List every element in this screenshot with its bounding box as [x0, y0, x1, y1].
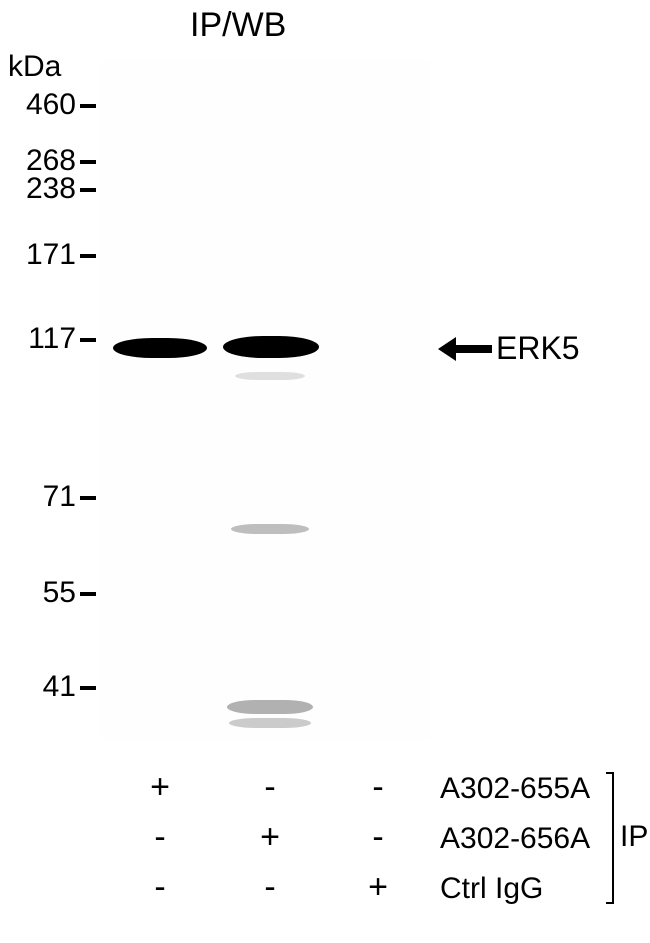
arrow-left-icon: [438, 337, 456, 361]
ip-bracket: [606, 772, 614, 904]
mw-label: 238: [26, 172, 76, 206]
band-erk5-lane2: [223, 336, 319, 358]
mw-label: 117: [28, 322, 76, 356]
mw-label: 71: [43, 480, 76, 514]
mw-label: 41: [43, 670, 76, 704]
antibody-label: A302-656A: [440, 822, 590, 856]
target-arrow: ERK5: [438, 330, 580, 367]
mw-label: 171: [26, 238, 76, 272]
mw-label: 460: [26, 88, 76, 122]
mw-tick: [80, 104, 96, 108]
mw-tick: [80, 686, 96, 690]
blot-membrane: [100, 60, 430, 740]
figure-title: IP/WB: [190, 6, 286, 45]
antibody-label: A302-655A: [440, 772, 590, 806]
lane-symbol: +: [144, 768, 176, 807]
mw-tick: [80, 592, 96, 596]
mw-label: 55: [43, 576, 76, 610]
target-protein-label: ERK5: [496, 330, 580, 367]
band-erk5-lane1: [113, 338, 207, 358]
figure-container: IP/WB kDa 460 268 238 171 117 71 55 41 E…: [0, 0, 650, 943]
lane-symbol: -: [362, 818, 394, 857]
mw-tick: [80, 338, 96, 342]
lane-symbol: -: [362, 768, 394, 807]
band-faint: [235, 372, 305, 380]
lane-symbol: -: [144, 868, 176, 907]
lane-symbol: -: [254, 868, 286, 907]
band-faint: [227, 700, 313, 714]
lane-symbol: -: [144, 818, 176, 857]
band-faint: [229, 718, 311, 728]
kda-unit-label: kDa: [8, 50, 61, 84]
band-faint: [231, 524, 309, 534]
arrow-shaft: [456, 345, 492, 353]
mw-tick: [80, 188, 96, 192]
lane-symbol: -: [254, 768, 286, 807]
mw-tick: [80, 496, 96, 500]
mw-tick: [80, 254, 96, 258]
lane-symbol: +: [254, 818, 286, 857]
lane-symbol: +: [362, 868, 394, 907]
mw-tick: [80, 160, 96, 164]
antibody-label: Ctrl IgG: [440, 872, 543, 906]
ip-label: IP: [620, 820, 648, 854]
